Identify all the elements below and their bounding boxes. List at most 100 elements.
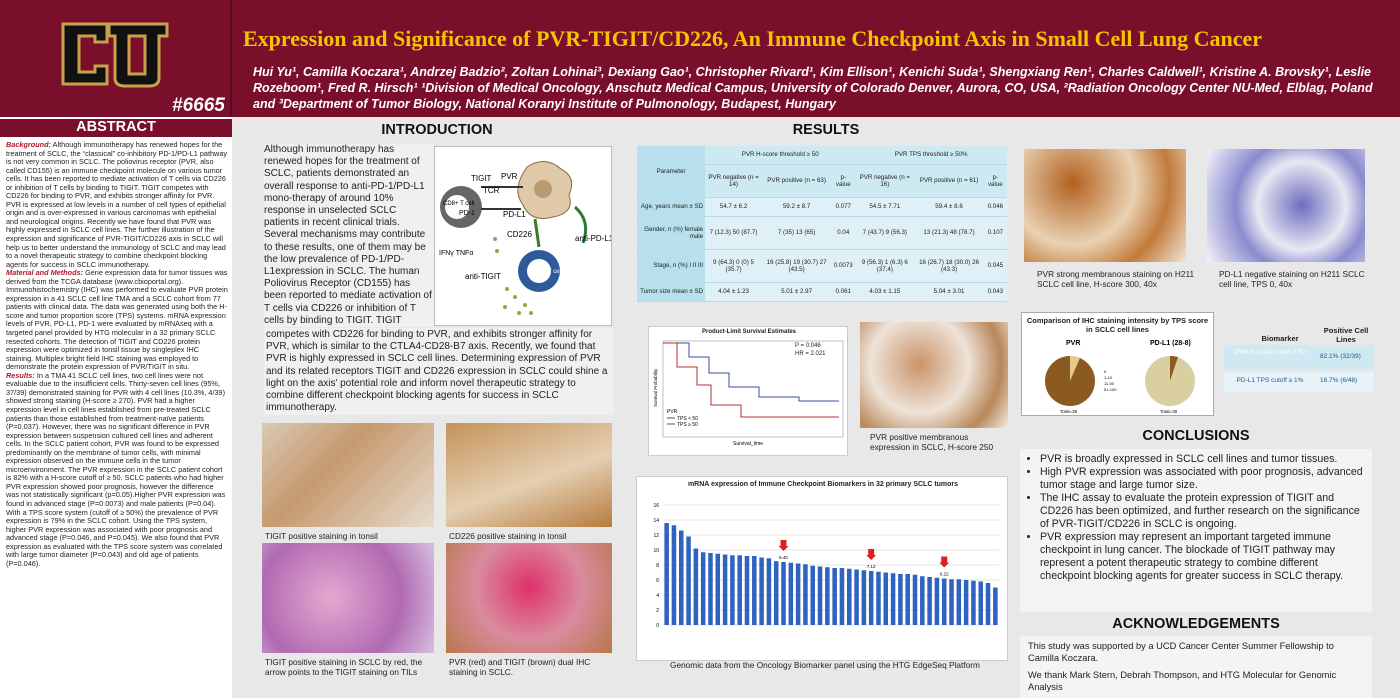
conclusion-item: PVR is broadly expressed in SCLC cell li… — [1040, 453, 1364, 466]
km-p-value: P = 0.046 — [795, 343, 821, 349]
row-label: Age, years mean ± SD — [637, 197, 706, 218]
row-label: Stage, n (%) I II III — [637, 249, 706, 283]
row-label: Gender, n (%) female male — [637, 216, 706, 250]
table-cell: 4.04 ± 1.23 — [705, 282, 762, 303]
y-tick-label: 10 — [653, 548, 659, 554]
bar — [993, 587, 998, 625]
highlight-label: 7.12 — [867, 564, 876, 569]
bar — [708, 553, 713, 625]
bar — [686, 536, 691, 625]
clinical-correlation-table: Parameter PVR H-score threshold ≥ 50 PVR… — [637, 146, 1007, 303]
t-cell-nucleus — [445, 195, 469, 219]
pie-pdl1-slice — [1170, 355, 1178, 381]
tumor-nucleus — [534, 180, 552, 198]
bar — [773, 561, 779, 625]
bar — [722, 554, 728, 625]
biomarker-row-pvr: PVR H-score cutoff ≥ 50 82.1% (32/39) — [1224, 345, 1374, 369]
bar — [956, 579, 962, 625]
mrna-bar-chart: mRNA expression of Immune Checkpoint Bio… — [636, 476, 1008, 661]
label-pdl1: PD-L1 — [503, 210, 526, 219]
highlight-label: 6.22 — [940, 572, 949, 577]
row-pvr-name: PVR H-score cutoff ≥ 50 — [1235, 349, 1305, 356]
table-cell: 16 (26.7) 18 (30.0) 26 (43.3) — [914, 249, 984, 283]
legend-0: 0 — [1104, 369, 1107, 374]
table-row: Stage, n (%) I II III 9 (64.3) 0 (0) 5 (3… — [637, 249, 1007, 283]
cd226-tonsil-caption: CD226 positive staining in tonsil — [449, 531, 567, 541]
table-cell: 59.4 ± 8.6 — [914, 197, 984, 218]
bar — [752, 556, 757, 625]
table-row: Age, years mean ± SD 54.7 ± 6.2 59.2 ± 8.7… — [637, 197, 1007, 218]
bar — [693, 548, 699, 625]
bar — [941, 578, 947, 625]
bar — [744, 556, 750, 625]
table-cell: 59.2 ± 8.7 — [761, 197, 832, 218]
bar — [678, 530, 684, 625]
bar — [868, 571, 874, 625]
y-tick-label: 16 — [653, 503, 659, 509]
highlight-arrow — [778, 540, 789, 551]
label-pd1: PD-1 — [459, 210, 475, 217]
abstract-heading: ABSTRACT — [0, 119, 232, 137]
label-cd226: CD226 — [507, 230, 532, 239]
bar — [700, 552, 706, 625]
label-t-cell-2: CD8+ T cell — [531, 269, 562, 275]
table-row: Tumor size mean ± SD 4.04 ± 1.23 5.01 ± 2.… — [637, 282, 1007, 303]
abstract-text: Background: Although immunotherapy has r… — [6, 140, 228, 568]
row-label: Tumor size mean ± SD — [637, 282, 706, 303]
methods-text: Gene expression data for tumor tissues w… — [6, 268, 228, 372]
conclusion-item: High PVR expression was associated with … — [1040, 466, 1364, 492]
table-cell: 0.046 — [983, 197, 1007, 218]
col-header: PVR negative (n = 16) — [855, 164, 915, 198]
bar — [876, 571, 881, 625]
km-x-label: Survival_time — [733, 441, 763, 447]
conclusion-item: The IHC assay to evaluate the protein ex… — [1040, 492, 1364, 531]
cd226-tonsil-image — [446, 423, 612, 527]
poster-title: Expression and Significance of PVR-TIGIT… — [243, 26, 1263, 51]
pdl1-h211-image — [1207, 149, 1365, 262]
tigit-tonsil-caption: TIGIT positive staining in tonsil — [265, 531, 378, 541]
table-cell: 54.7 ± 6.2 — [705, 197, 762, 218]
table-cell: 5.04 ± 3.01 — [914, 282, 984, 303]
pvr-h211-caption: PVR strong membranous staining on H211 S… — [1037, 269, 1195, 289]
background-text: Although immunotherapy has renewed hopes… — [6, 140, 228, 269]
highlight-label: 8.40 — [779, 555, 788, 560]
chart-title: mRNA expression of Immune Checkpoint Bio… — [687, 481, 959, 488]
highlight-arrow — [866, 549, 877, 560]
bar — [905, 574, 910, 625]
bar — [920, 576, 925, 625]
legend-1: 1-10 — [1104, 375, 1113, 380]
param-header: Parameter — [637, 146, 706, 198]
table-cell: 0.061 — [831, 282, 856, 303]
table-cell: 16 (25.8) 19 (30.7) 27 (43.5) — [761, 249, 832, 283]
km-curve-high — [663, 342, 839, 418]
label-t-cell: CD8+ T cell — [443, 201, 474, 207]
conclusion-item: PVR expression may represent an importan… — [1040, 531, 1364, 583]
results-label: Results: — [6, 370, 35, 380]
table-cell: 7 (43.7) 9 (56.3) — [855, 216, 915, 250]
genomic-footer: Genomic data from the Oncology Biomarker… — [670, 660, 980, 670]
positive-header: Positive Cell Lines — [1323, 326, 1369, 344]
y-tick-label: 4 — [656, 593, 659, 599]
row-pvr-value: 82.1% (32/39) — [1320, 353, 1361, 360]
bar — [912, 574, 918, 625]
bar — [963, 580, 969, 625]
bar — [832, 568, 837, 625]
label-anti-pdl1: anti-PD-L1 — [575, 234, 611, 243]
header-banner — [0, 0, 1400, 117]
pvr-h211-image — [1024, 149, 1186, 262]
tigit-tonsil-image — [262, 423, 434, 527]
bar — [664, 523, 669, 625]
bar — [788, 562, 794, 625]
table-cell: 0.107 — [983, 216, 1007, 250]
ack-text-1: This study was supported by a UCD Cancer… — [1028, 641, 1334, 663]
bar — [803, 564, 808, 625]
km-legend-high: TPS ≥ 50 — [677, 422, 698, 428]
table-cell: 0.0073 — [831, 249, 856, 283]
tigit-sclc-caption: TIGIT positive staining in SCLC by red, … — [265, 657, 423, 677]
bar — [730, 555, 735, 625]
table-cell: 7 (12.3) 50 (87.7) — [705, 216, 762, 250]
pie-pdl1-total: Total=39 — [1160, 409, 1178, 414]
pie-pvr-slice — [1070, 355, 1080, 381]
results-heading: RESULTS — [792, 122, 860, 138]
